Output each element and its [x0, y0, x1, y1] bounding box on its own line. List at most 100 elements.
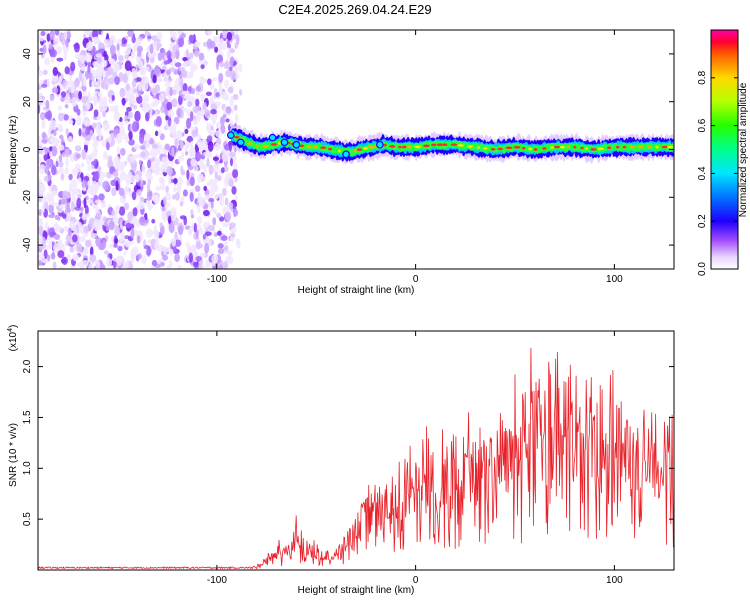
signal-track-peak — [436, 143, 444, 146]
noise-speckle-blob — [228, 202, 234, 210]
noise-speckle-blob — [185, 48, 189, 59]
noise-speckle-blob — [185, 150, 189, 156]
spectrogram-ytick-label: -40 — [22, 237, 33, 252]
noise-speckle-blob — [203, 185, 207, 192]
noise-speckle-blob — [167, 175, 172, 186]
noise-speckle-blob — [80, 235, 86, 243]
noise-speckle-blob — [225, 106, 232, 114]
noise-speckle-blob — [59, 126, 64, 133]
noise-speckle-blob — [224, 79, 229, 89]
noise-speckle-blob — [113, 104, 119, 112]
noise-speckle-blob — [230, 30, 234, 34]
noise-speckle-blob — [230, 157, 233, 167]
noise-speckle-blob — [218, 83, 223, 95]
noise-speckle-blob — [234, 42, 238, 49]
signal-track-peak — [661, 145, 669, 149]
noise-speckle-blob — [82, 116, 90, 126]
noise-speckle-blob — [151, 230, 157, 235]
noise-speckle-blob — [150, 101, 157, 107]
signal-track-peak — [255, 144, 259, 148]
noise-speckle-blob — [165, 80, 172, 88]
noise-speckle-blob — [143, 132, 151, 142]
noise-speckle-blob — [74, 43, 80, 49]
noise-speckle-blob — [148, 172, 153, 177]
noise-speckle-blob — [44, 166, 49, 175]
noise-speckle-blob — [179, 201, 183, 207]
signal-track-peak — [607, 146, 612, 149]
signal-track-peak — [457, 144, 464, 147]
noise-speckle-blob — [125, 174, 131, 186]
noise-speckle-blob — [223, 260, 229, 269]
noise-speckle-blob — [100, 82, 105, 89]
signal-track-peak — [528, 147, 533, 151]
noise-speckle-blob — [207, 78, 212, 86]
noise-speckle-blob — [217, 230, 222, 236]
noise-speckle-blob — [131, 163, 137, 172]
noise-speckle-blob — [154, 130, 159, 137]
signal-track-peak — [398, 145, 402, 149]
noise-speckle-blob — [169, 86, 173, 97]
noise-speckle-blob — [205, 259, 211, 269]
noise-speckle-blob — [162, 212, 167, 223]
noise-speckle-blob — [38, 70, 43, 77]
noise-speckle-blob — [229, 151, 236, 158]
noise-speckle-blob — [222, 113, 227, 119]
noise-speckle-blob — [139, 145, 146, 150]
noise-speckle-blob — [190, 214, 194, 219]
noise-speckle-blob — [136, 77, 142, 82]
noise-speckle-blob — [220, 116, 225, 125]
noise-speckle-blob — [169, 67, 176, 72]
noise-speckle-blob — [229, 222, 236, 228]
noise-speckle-blob — [98, 30, 102, 35]
noise-speckle-blob — [51, 165, 57, 176]
noise-speckle-blob — [63, 49, 67, 61]
noise-speckle-blob — [111, 95, 115, 101]
noise-speckle-blob — [98, 193, 105, 201]
noise-speckle-blob — [225, 255, 231, 263]
noise-speckle-blob — [50, 49, 57, 58]
noise-speckle-blob — [89, 79, 93, 88]
noise-speckle-blob — [117, 163, 123, 171]
noise-speckle-blob — [108, 58, 116, 65]
noise-speckle-blob — [59, 266, 65, 269]
noise-speckle-blob — [107, 77, 115, 85]
noise-speckle-blob — [172, 186, 178, 192]
noise-speckle-blob — [49, 136, 56, 145]
colorbar-frame — [710, 29, 739, 270]
noise-speckle-blob — [152, 144, 159, 149]
noise-speckle-blob — [41, 83, 48, 88]
noise-speckle-blob — [196, 113, 201, 122]
noise-speckle-blob — [182, 189, 188, 197]
noise-speckle-blob — [106, 171, 112, 179]
noise-speckle-blob — [97, 91, 103, 98]
noise-speckle-blob — [234, 195, 239, 201]
noise-speckle-blob — [58, 105, 63, 111]
noise-speckle-blob — [167, 116, 172, 127]
noise-speckle-blob — [231, 186, 237, 195]
noise-speckle-blob — [43, 154, 48, 162]
noise-speckle-blob — [190, 209, 194, 216]
noise-speckle-blob — [229, 119, 234, 128]
noise-speckle-blob — [115, 133, 123, 144]
noise-speckle-blob — [165, 59, 171, 64]
noise-speckle-blob — [160, 261, 165, 267]
noise-speckle-blob — [207, 30, 213, 36]
snr-ytick-label: 2.0 — [22, 359, 33, 373]
noise-speckle-blob — [60, 198, 68, 205]
noise-speckle-blob — [153, 152, 157, 158]
noise-speckle-blob — [211, 253, 219, 264]
noise-speckle-blob — [233, 163, 238, 170]
noise-speckle-blob — [120, 88, 125, 93]
noise-speckle-blob — [208, 164, 214, 175]
noise-speckle-blob — [143, 66, 150, 71]
noise-speckle-blob — [118, 187, 125, 196]
noise-speckle-blob — [92, 134, 96, 142]
noise-speckle-blob — [114, 238, 119, 244]
noise-speckle-blob — [195, 139, 203, 146]
noise-speckle-blob — [141, 254, 147, 265]
noise-speckle-blob — [125, 223, 132, 229]
noise-speckle-blob — [164, 87, 171, 97]
noise-speckle-blob — [85, 239, 92, 248]
noise-speckle-blob — [101, 202, 106, 209]
noise-speckle-blob — [166, 69, 171, 76]
